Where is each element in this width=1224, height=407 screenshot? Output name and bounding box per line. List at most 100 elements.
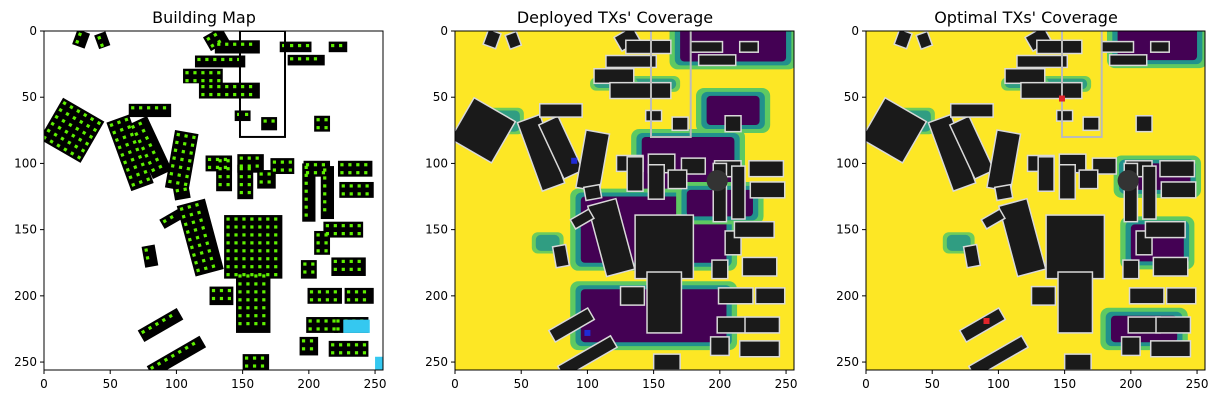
building-marker: [181, 149, 186, 154]
building-marker: [158, 164, 163, 169]
building-marker: [341, 259, 345, 264]
building-marker: [324, 118, 328, 122]
building: [634, 214, 695, 280]
building: [738, 340, 781, 358]
building-marker: [65, 111, 70, 117]
building: [950, 103, 994, 118]
building-marker: [242, 225, 246, 229]
building-marker: [274, 249, 278, 253]
building-marker: [226, 159, 230, 163]
building: [626, 156, 644, 192]
building-marker: [138, 121, 143, 126]
building-marker: [242, 241, 246, 245]
building: [733, 220, 775, 239]
building-marker: [226, 183, 230, 187]
building: [224, 215, 283, 279]
building-marker: [234, 233, 238, 237]
building-marker-group: [272, 160, 292, 172]
building-marker: [280, 168, 284, 172]
coverage-low: [680, 31, 787, 62]
building-marker: [313, 57, 318, 61]
building-marker: [68, 122, 73, 128]
building-marker: [221, 57, 225, 62]
building-marker: [305, 163, 310, 167]
building-marker: [215, 157, 220, 162]
building-marker: [130, 157, 135, 162]
building: [724, 115, 742, 133]
y-tick-label: 250: [14, 355, 37, 369]
building: [172, 184, 191, 201]
building-marker: [266, 233, 270, 237]
building-marker: [56, 143, 61, 148]
building-marker: [333, 259, 337, 264]
building-marker: [209, 85, 213, 89]
building-marker: [242, 257, 246, 261]
building-marker: [71, 133, 76, 138]
building-marker: [304, 197, 308, 201]
building-marker: [333, 267, 337, 271]
building: [203, 31, 230, 52]
building-marker-group: [301, 339, 314, 351]
building-marker: [109, 123, 114, 128]
building: [625, 39, 672, 55]
building-marker: [313, 163, 318, 167]
building-marker-group: [259, 172, 271, 184]
building-marker: [169, 215, 174, 220]
building-marker: [76, 108, 81, 114]
building-marker: [69, 104, 74, 110]
building-marker: [317, 298, 322, 302]
building-marker: [181, 214, 186, 219]
x-tick-label: 150: [1053, 377, 1076, 391]
building: [958, 306, 1007, 343]
building-marker: [245, 112, 249, 117]
round-building: [1117, 170, 1139, 192]
building-marker: [130, 124, 136, 130]
building: [1036, 39, 1083, 55]
building-marker: [44, 135, 47, 140]
building-marker: [175, 140, 179, 145]
building-marker: [260, 356, 265, 360]
plot-frame: [43, 30, 384, 371]
building: [1120, 336, 1141, 357]
building: [1155, 316, 1192, 334]
building-marker: [197, 243, 202, 248]
building-marker: [129, 132, 134, 137]
building: [962, 243, 982, 269]
building-marker: [305, 171, 310, 175]
x-tick-label: 0: [451, 377, 459, 391]
building-marker: [316, 126, 320, 130]
building-marker-group: [340, 163, 368, 175]
building: [209, 286, 234, 306]
building-marker: [250, 225, 254, 229]
building-marker: [242, 273, 246, 277]
building-marker: [183, 187, 188, 192]
building-marker: [215, 165, 220, 169]
building-marker: [238, 322, 242, 326]
building-marker-group: [211, 288, 231, 301]
building-marker: [89, 116, 95, 122]
building-marker: [308, 319, 312, 323]
building: [646, 271, 683, 334]
building-marker: [201, 79, 205, 83]
building-marker: [267, 180, 271, 184]
building-marker: [162, 106, 167, 110]
plot-frame: [454, 30, 795, 371]
building-marker: [177, 173, 182, 177]
building-marker: [258, 257, 262, 261]
building-marker: [201, 258, 206, 263]
building-marker: [254, 306, 258, 310]
building-marker: [229, 57, 233, 62]
building-marker: [321, 163, 326, 167]
building-marker: [238, 314, 242, 318]
x-tick-label: 150: [642, 377, 665, 391]
building: [619, 285, 646, 306]
building: [741, 256, 778, 277]
x-tick-label: 150: [231, 377, 254, 391]
building-marker: [301, 347, 306, 351]
building: [667, 169, 688, 190]
building: [647, 163, 665, 200]
building-marker: [225, 92, 229, 97]
building-marker: [185, 79, 189, 83]
building-marker: [205, 57, 209, 62]
